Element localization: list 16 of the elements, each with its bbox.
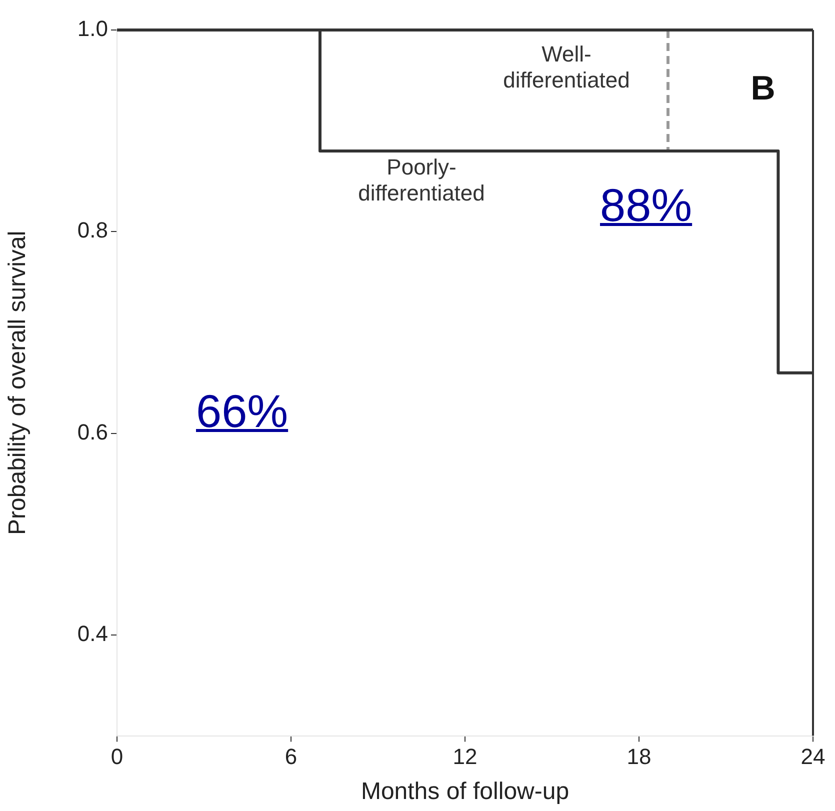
x-tick-label: 18 (626, 744, 652, 770)
series-label: Well-differentiated (503, 41, 630, 92)
x-tick-label: 6 (284, 744, 298, 770)
annotation: 88% (600, 179, 692, 231)
y-tick-label: 0.6 (77, 419, 108, 444)
x-tick-label: 24 (800, 744, 826, 770)
annotation: B (750, 69, 776, 108)
y-tick-label: 0.4 (77, 621, 108, 646)
series-label: Poorly-differentiated (358, 154, 485, 206)
x-axis-title: Months of follow-up (360, 778, 570, 806)
annotation: 66% (196, 385, 288, 437)
y-axis-title: Probability of overall survival (4, 230, 32, 535)
x-tick-label: 0 (110, 744, 124, 770)
x-tick-label: 12 (452, 744, 478, 770)
y-tick-label: 0.8 (77, 218, 108, 243)
y-tick-label: 1.0 (77, 16, 108, 42)
